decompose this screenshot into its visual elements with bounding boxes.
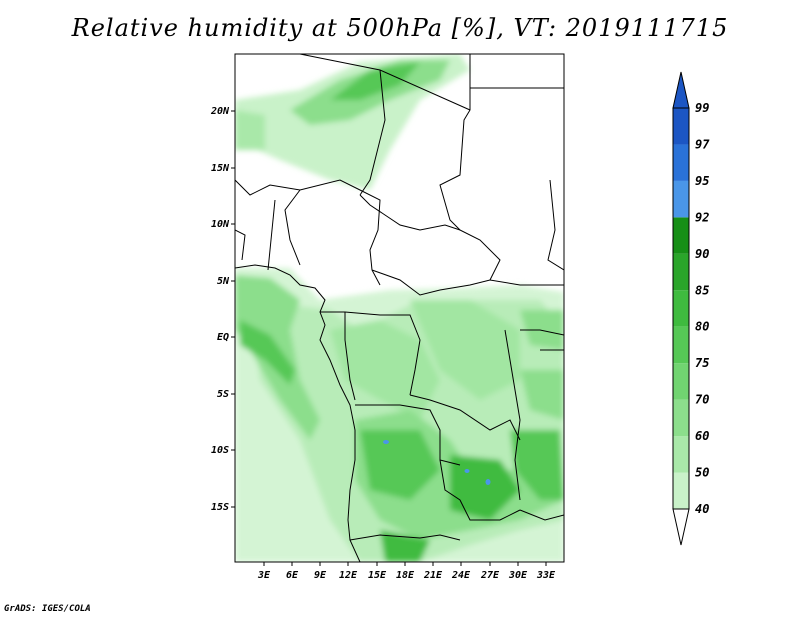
lon-label-21e: 21E [423, 570, 443, 581]
lon-label-6e: 6E [286, 570, 299, 581]
lon-label-12e: 12E [339, 570, 358, 581]
grads-credit: GrADS: IGES/COLA [4, 604, 91, 614]
colorbar-label: 97 [695, 137, 710, 151]
colorbar-segment [673, 290, 689, 327]
lon-label-33e: 33E [536, 570, 556, 581]
country-borders [235, 54, 564, 562]
colorbar-label: 60 [695, 429, 709, 443]
lon-label-24e: 24E [451, 570, 471, 581]
humidity-field [235, 54, 564, 562]
lat-label-15n: 15N [211, 163, 230, 174]
lon-label-15e: 15E [368, 570, 387, 581]
lon-label-3e: 3E [257, 570, 271, 581]
colorbar-segment [673, 217, 689, 254]
colorbar-segment [673, 436, 689, 473]
colorbar-segment [673, 399, 689, 437]
longitude-axis: 3E 6E 9E 12E 15E 18E 21E 24E 27E 30E 33E [257, 562, 556, 581]
colorbar-label: 90 [695, 247, 709, 261]
lat-label-5n: 5N [217, 276, 230, 287]
lat-label-20n: 20N [210, 106, 230, 117]
colorbar-label: 70 [695, 393, 709, 407]
colorbar-label: 50 [695, 466, 709, 480]
chart-title: Relative humidity at 500hPa [%], VT: 201… [71, 14, 729, 42]
colorbar-label: 92 [695, 210, 709, 224]
colorbar-segment [673, 108, 689, 145]
colorbar-label: 99 [695, 101, 709, 115]
colorbar-arrow-top [672, 71, 690, 109]
lat-label-10s: 10S [211, 445, 229, 456]
lat-label-15s: 15S [211, 502, 229, 513]
lon-label-27e: 27E [480, 570, 500, 581]
colorbar-segment [673, 253, 689, 291]
lon-label-18e: 18E [396, 570, 415, 581]
latitude-axis: 20N 15N 10N 5N EQ 5S 10S 15S [210, 106, 235, 513]
colorbar-segment [673, 180, 689, 218]
colorbar-label: 40 [695, 502, 709, 516]
map-frame [234, 53, 565, 563]
colorbar-label: 75 [695, 356, 709, 370]
lat-label-10n: 10N [211, 219, 230, 230]
lat-label-eq: EQ [217, 332, 229, 343]
colorbar-segment [673, 472, 689, 509]
colorbar-segment [673, 144, 689, 181]
colorbar-label: 95 [695, 174, 709, 188]
colorbar-segment [673, 326, 689, 364]
colorbar-segment [673, 363, 689, 400]
lon-label-9e: 9E [314, 570, 327, 581]
colorbar: 40 50 60 70 75 80 85 90 92 95 97 99 [672, 71, 710, 546]
colorbar-label: 80 [695, 320, 709, 334]
colorbar-arrow-bottom [672, 508, 690, 546]
colorbar-label: 85 [695, 283, 709, 297]
lat-label-5s: 5S [217, 389, 229, 400]
lon-label-30e: 30E [508, 570, 528, 581]
